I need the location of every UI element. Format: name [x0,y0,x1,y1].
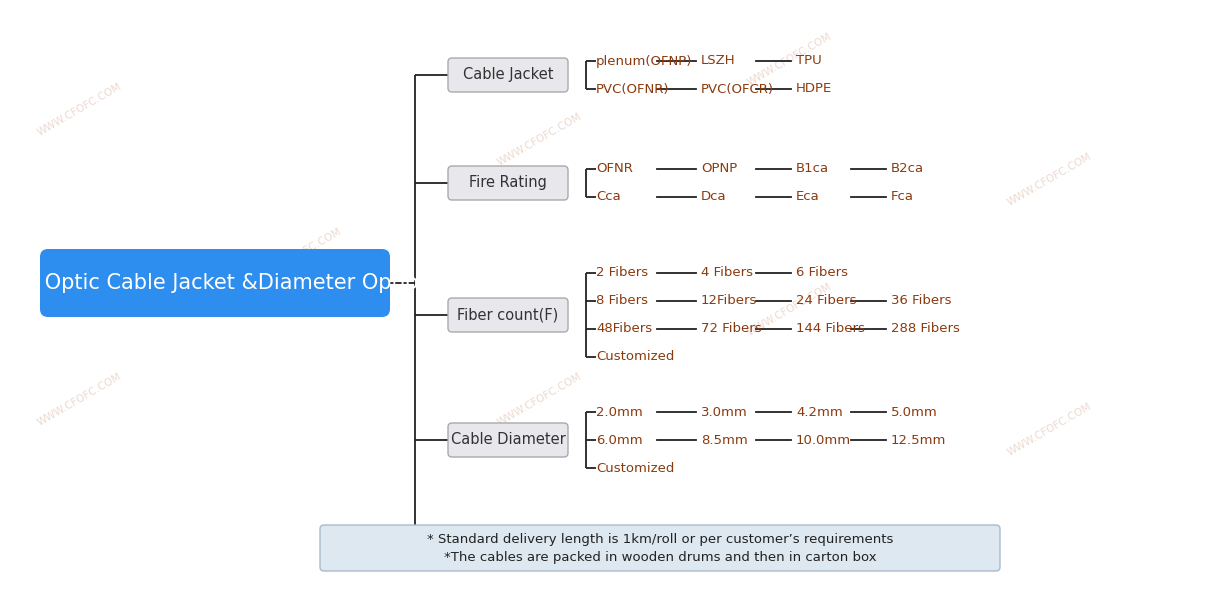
Text: 4 Fibers: 4 Fibers [702,267,753,280]
Text: 4.2mm: 4.2mm [795,406,843,419]
FancyBboxPatch shape [320,525,1000,571]
Text: Cca: Cca [597,190,621,204]
Text: Fiber Optic Cable Jacket &Diameter Options: Fiber Optic Cable Jacket &Diameter Optio… [0,273,443,293]
Text: Eca: Eca [795,190,820,204]
Text: PVC(OFNR): PVC(OFNR) [597,83,670,95]
Text: 48Fibers: 48Fibers [597,322,653,335]
Text: 288 Fibers: 288 Fibers [891,322,960,335]
Text: WWW.CFOFC.COM: WWW.CFOFC.COM [1006,402,1094,458]
Text: Customized: Customized [597,461,675,474]
Text: 36 Fibers: 36 Fibers [891,295,952,307]
Text: Fca: Fca [891,190,914,204]
Text: WWW.CFOFC.COM: WWW.CFOFC.COM [497,112,584,168]
Text: WWW.CFOFC.COM: WWW.CFOFC.COM [747,282,833,338]
Text: 72 Fibers: 72 Fibers [702,322,761,335]
Text: OPNP: OPNP [702,162,737,176]
FancyBboxPatch shape [448,298,569,332]
Text: 2 Fibers: 2 Fibers [597,267,648,280]
Text: 3.0mm: 3.0mm [702,406,748,419]
Text: 6.0mm: 6.0mm [597,434,643,446]
Text: B1ca: B1ca [795,162,830,176]
Text: Cable Jacket: Cable Jacket [462,68,553,83]
Text: Fire Rating: Fire Rating [468,176,547,190]
Text: Fiber count(F): Fiber count(F) [458,307,559,322]
FancyBboxPatch shape [448,166,569,200]
Text: Dca: Dca [702,190,727,204]
Text: Cable Diameter: Cable Diameter [450,432,565,447]
FancyBboxPatch shape [448,423,569,457]
Text: 8.5mm: 8.5mm [702,434,748,446]
Text: 6 Fibers: 6 Fibers [795,267,848,280]
Text: WWW.CFOFC.COM: WWW.CFOFC.COM [747,32,833,88]
Text: TPU: TPU [795,55,822,68]
Text: 12Fibers: 12Fibers [702,295,758,307]
Text: * Standard delivery length is 1km/roll or per customer’s requirements: * Standard delivery length is 1km/roll o… [427,533,893,546]
Text: 2.0mm: 2.0mm [597,406,643,419]
Text: WWW.CFOFC.COM: WWW.CFOFC.COM [37,372,124,428]
Text: OFNR: OFNR [597,162,633,176]
Text: WWW.CFOFC.COM: WWW.CFOFC.COM [37,82,124,138]
Text: PVC(OFCR): PVC(OFCR) [702,83,773,95]
Text: HDPE: HDPE [795,83,832,95]
Text: WWW.CFOFC.COM: WWW.CFOFC.COM [1006,152,1094,208]
Text: WWW.CFOFC.COM: WWW.CFOFC.COM [256,227,344,283]
Text: 8 Fibers: 8 Fibers [597,295,648,307]
Text: 5.0mm: 5.0mm [891,406,938,419]
Text: LSZH: LSZH [702,55,736,68]
FancyBboxPatch shape [40,249,390,317]
Text: 24 Fibers: 24 Fibers [795,295,856,307]
Text: plenum(OFNP): plenum(OFNP) [597,55,693,68]
Text: WWW.CFOFC.COM: WWW.CFOFC.COM [497,372,584,428]
Text: Customized: Customized [597,350,675,364]
Text: 12.5mm: 12.5mm [891,434,947,446]
Text: *The cables are packed in wooden drums and then in carton box: *The cables are packed in wooden drums a… [444,550,876,564]
Text: 10.0mm: 10.0mm [795,434,852,446]
Text: 144 Fibers: 144 Fibers [795,322,865,335]
Text: B2ca: B2ca [891,162,924,176]
FancyBboxPatch shape [448,58,569,92]
